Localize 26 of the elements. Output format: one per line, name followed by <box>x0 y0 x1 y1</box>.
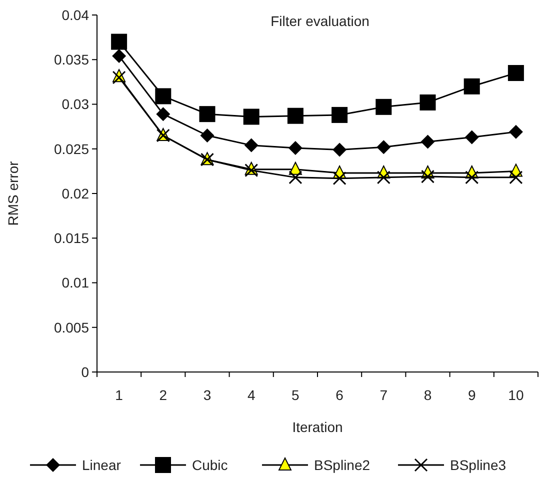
y-tick-label: 0.035 <box>54 52 90 68</box>
x-tick-label: 5 <box>292 387 300 403</box>
y-tick-label: 0.04 <box>62 6 90 23</box>
x-axis-title: Iteration <box>292 419 343 435</box>
x-tick-label: 2 <box>159 387 168 403</box>
legend-label: Cubic <box>192 456 228 473</box>
x-tick-label: 6 <box>336 387 344 403</box>
x-tick-label: 3 <box>203 387 212 403</box>
legend-label: BSpline2 <box>314 456 370 473</box>
y-tick-label: 0.025 <box>54 140 90 157</box>
x-tick-label: 7 <box>380 387 388 403</box>
legend-label: BSpline3 <box>450 456 506 473</box>
y-tick-label: 0.015 <box>54 230 90 246</box>
y-tick-label: 0 <box>81 364 90 380</box>
y-axis-title: RMS error <box>5 160 21 226</box>
chart-title: Filter evaluation <box>270 13 370 29</box>
x-tick-label: 9 <box>468 387 476 403</box>
y-tick-label: 0.02 <box>62 185 90 202</box>
legend-label: Linear <box>82 456 122 473</box>
x-tick-label: 1 <box>115 387 124 403</box>
y-tick-label: 0.005 <box>54 319 90 336</box>
y-tick-label: 0.01 <box>62 274 90 291</box>
x-tick-label: 8 <box>424 387 432 403</box>
y-tick-label: 0.03 <box>62 96 90 112</box>
x-tick-label: 10 <box>508 387 524 403</box>
x-tick-label: 4 <box>247 387 256 403</box>
